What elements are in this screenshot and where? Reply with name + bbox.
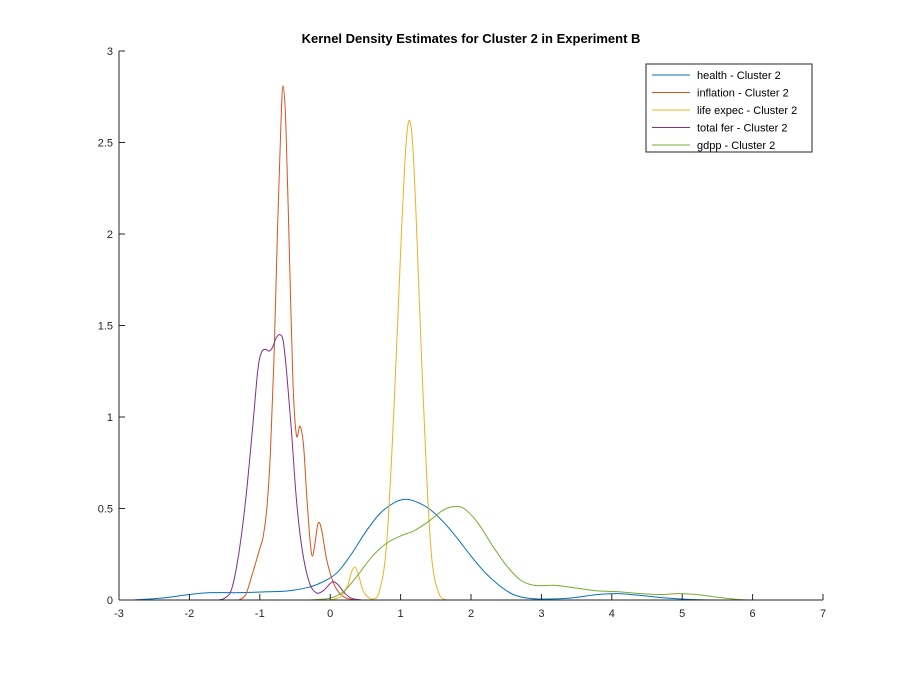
series-line-2 [330,119,447,601]
x-tick-label: 5 [679,608,685,620]
chart-title: Kernel Density Estimates for Cluster 2 i… [302,31,641,46]
legend-label-1: inflation - Cluster 2 [697,88,789,100]
x-tick-label: 2 [468,608,474,620]
legend-label-0: health - Cluster 2 [697,70,781,82]
x-tick-label: 4 [609,608,615,620]
y-tick-label: 1 [107,412,113,424]
legend-label-3: total fer - Cluster 2 [697,123,787,135]
series-line-3 [217,334,362,601]
x-tick-label: 1 [398,608,404,620]
legend-label-2: life expec - Cluster 2 [697,105,797,117]
series-line-4 [309,505,753,601]
y-tick-label: 0 [107,595,113,607]
x-tick-label: 7 [820,608,826,620]
y-tick-label: 2.5 [98,138,113,150]
x-tick-label: -1 [255,608,265,620]
y-ticks: 0 0.5 1 1.5 2 2.5 3 [98,46,125,607]
legend-box [645,63,813,153]
axes: -3 -2 -1 0 1 2 3 4 5 6 7 0 0.5 1 1.5 2 2.5 3 [98,46,826,620]
x-tick-label: -3 [114,608,124,620]
series-line-0 [133,498,725,601]
legend-label-4: gdpp - Cluster 2 [697,140,775,152]
series-line-1 [238,85,359,601]
y-tick-label: 2 [107,229,113,241]
legend: health - Cluster 2 inflation - Cluster 2 l… [645,63,813,153]
y-tick-label: 0.5 [98,504,113,516]
x-ticks: -3 -2 -1 0 1 2 3 4 5 6 7 [114,594,826,620]
y-tick-label: 1.5 [98,321,113,333]
series-lines [133,85,753,601]
x-tick-label: 6 [750,608,756,620]
x-tick-label: -2 [185,608,195,620]
x-tick-label: 0 [327,608,333,620]
y-tick-label: 3 [107,46,113,58]
x-tick-label: 3 [538,608,544,620]
